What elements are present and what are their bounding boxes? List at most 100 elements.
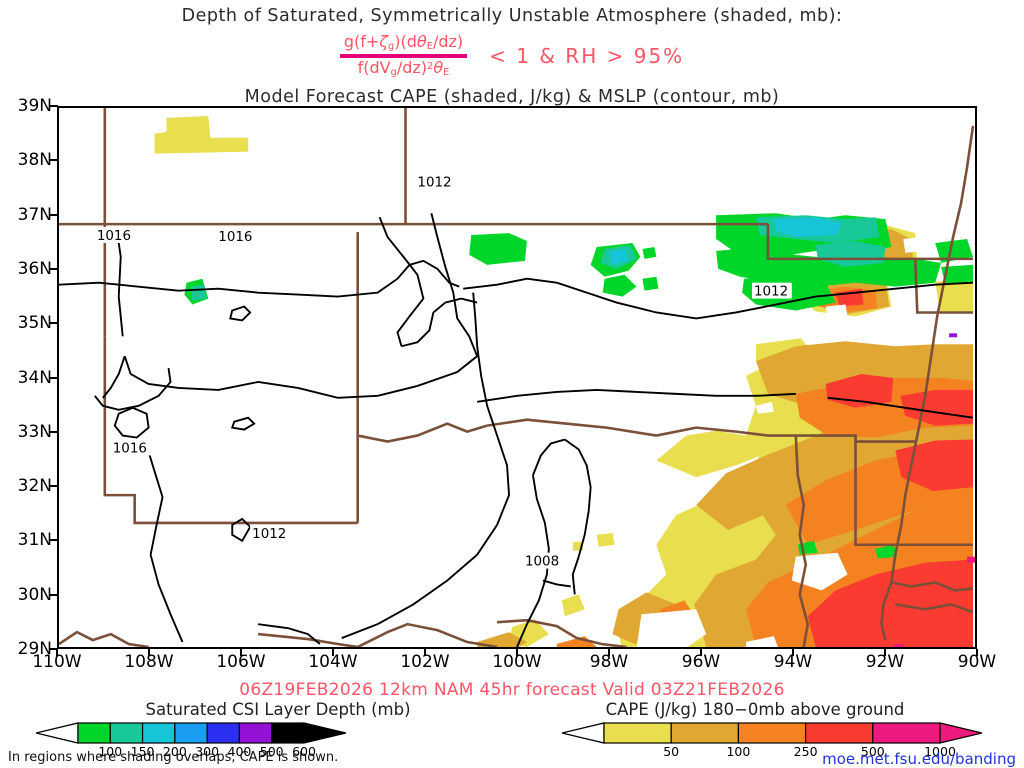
mslp-contours [59, 212, 974, 647]
colorbar-segment [141, 722, 176, 744]
lat-tick-mark [50, 105, 58, 107]
colorbar-tick-label: 200 [162, 744, 187, 759]
colorbar-tick-label: 500 [259, 744, 284, 759]
contour-label-group: 1016 1016 1016 1012 1012 [94, 173, 792, 570]
lon-tick-mark [976, 649, 978, 656]
lat-tick-label: 32N [17, 476, 52, 497]
contour-label: 1012 [415, 173, 456, 190]
lon-tick-mark [332, 649, 334, 656]
contour-label: 1016 [94, 227, 135, 244]
lat-tick-label: 38N [17, 150, 52, 171]
lat-tick-label: 34N [17, 367, 52, 388]
colorbar-tick-labels: 50 100 250 500 1000 [562, 744, 982, 760]
lat-tick-label: 35N [17, 313, 52, 334]
lon-tick-label: 100W [492, 652, 542, 672]
colorbar-tick-label: 100 [726, 744, 751, 759]
colorbar-tick-label: 500 [860, 744, 885, 759]
colorbar-tick-label: 300 [195, 744, 220, 759]
formula-condition: < 1 & RH > 95% [489, 44, 685, 68]
lon-tick-label: 98W [589, 652, 629, 672]
colorbar-segment [872, 722, 941, 744]
overlap-note: In regions where shading overlaps, CAPE … [8, 750, 339, 765]
lon-tick-label: 104W [308, 652, 358, 672]
lon-tick-mark [56, 649, 58, 656]
page-title: Depth of Saturated, Symmetrically Unstab… [181, 6, 843, 26]
colorbar-swatches [36, 722, 346, 744]
colorbar-tick-label: 600 [292, 744, 316, 759]
svg-text:1008: 1008 [525, 555, 559, 570]
svg-text:1016: 1016 [218, 230, 252, 245]
colorbar-segment [77, 722, 111, 744]
formula-denominator: f(dVg/dz)2θE [357, 58, 450, 78]
lat-tick-label: 36N [17, 258, 52, 279]
lon-tick-label: 90W [957, 652, 997, 672]
lat-tick-label: 29N [17, 639, 52, 659]
formula-fraction-bar [339, 54, 468, 58]
lat-tick-mark [50, 648, 58, 650]
lat-tick-mark [50, 322, 58, 325]
lat-tick-mark [50, 376, 58, 379]
map-canvas: 1016 1016 1016 1012 1012 [59, 108, 975, 647]
svg-text:1016: 1016 [113, 441, 147, 456]
contour-label: 1012 [250, 524, 290, 542]
lat-tick-mark [50, 267, 58, 270]
forecast-map[interactable]: 1016 1016 1016 1012 1012 [57, 106, 977, 649]
lon-tick-mark [700, 649, 702, 656]
svg-text:1012: 1012 [252, 527, 286, 542]
colorbar-segment [238, 722, 273, 744]
colorbar-tick-label: 1000 [924, 744, 956, 759]
lat-tick-mark [50, 159, 58, 162]
lat-tick-mark [50, 430, 58, 433]
lon-tick-label: 110W [32, 652, 82, 672]
contour-label: 1016 [110, 439, 151, 456]
svg-text:1016: 1016 [97, 229, 131, 244]
colorbar-tick-label: 50 [663, 744, 680, 759]
lon-tick-mark [516, 649, 518, 656]
lon-tick-label: 102W [400, 652, 450, 672]
cape-legend-title: CAPE (J/kg) 180−0mb above ground [605, 700, 905, 719]
lon-tick-mark [884, 649, 886, 656]
lon-tick-label: 96W [681, 652, 721, 672]
formula-numerator: g(f+ζg)(dθE/dz) [343, 31, 464, 52]
lat-tick-label: 37N [17, 204, 52, 225]
colorbar-swatches [562, 722, 982, 744]
csi-colorbar[interactable]: 100 150 200 300 400 500 600 [36, 722, 346, 759]
colorbar-segment [805, 722, 874, 744]
lat-tick-label: 39N [17, 96, 52, 116]
lat-tick-label: 33N [17, 421, 52, 442]
colorbar-tick-labels: 100 150 200 300 400 500 600 [36, 744, 346, 760]
lat-tick-label: 30N [17, 584, 52, 605]
formula-fraction: g(f+ζg)(dθE/dz) f(dVg/dz)2θE [339, 31, 468, 78]
colorbar-segment [737, 722, 807, 744]
state-borders [59, 108, 975, 647]
csi-legend-title: Saturated CSI Layer Depth (mb) [145, 700, 411, 719]
source-url[interactable]: moe.met.fsu.edu/banding [822, 750, 1016, 768]
svg-text:1012: 1012 [417, 175, 451, 190]
colorbar-segment [109, 722, 144, 744]
lat-tick-mark [50, 593, 58, 596]
lon-tick-mark [240, 649, 242, 656]
lon-tick-mark [148, 649, 150, 656]
lon-tick-label: 108W [124, 652, 174, 672]
colorbar-segment [271, 722, 305, 744]
colorbar-tick-label: 150 [130, 744, 155, 759]
cape-colorbar[interactable]: 50 100 250 500 1000 [562, 722, 982, 759]
colorbar-tick-label: 100 [98, 744, 123, 759]
colorbar-segment [206, 722, 241, 744]
lon-tick-label: 94W [773, 652, 813, 672]
lon-tick-label: 106W [216, 652, 266, 672]
svg-text:1012: 1012 [754, 285, 788, 300]
lat-tick-mark [50, 213, 58, 216]
lat-tick-label: 31N [17, 530, 52, 551]
lon-tick-mark [608, 649, 610, 656]
contour-label: 1008 [522, 552, 563, 570]
lon-tick-mark [792, 649, 794, 656]
lat-tick-mark [50, 539, 58, 542]
contour-label: 1016 [216, 228, 257, 245]
colorbar-tick-label: 400 [227, 744, 252, 759]
lon-tick-mark [424, 649, 426, 656]
colorbar-segment [603, 722, 672, 744]
colorbar-segment [670, 722, 739, 744]
cape-shading-layer [154, 115, 975, 647]
